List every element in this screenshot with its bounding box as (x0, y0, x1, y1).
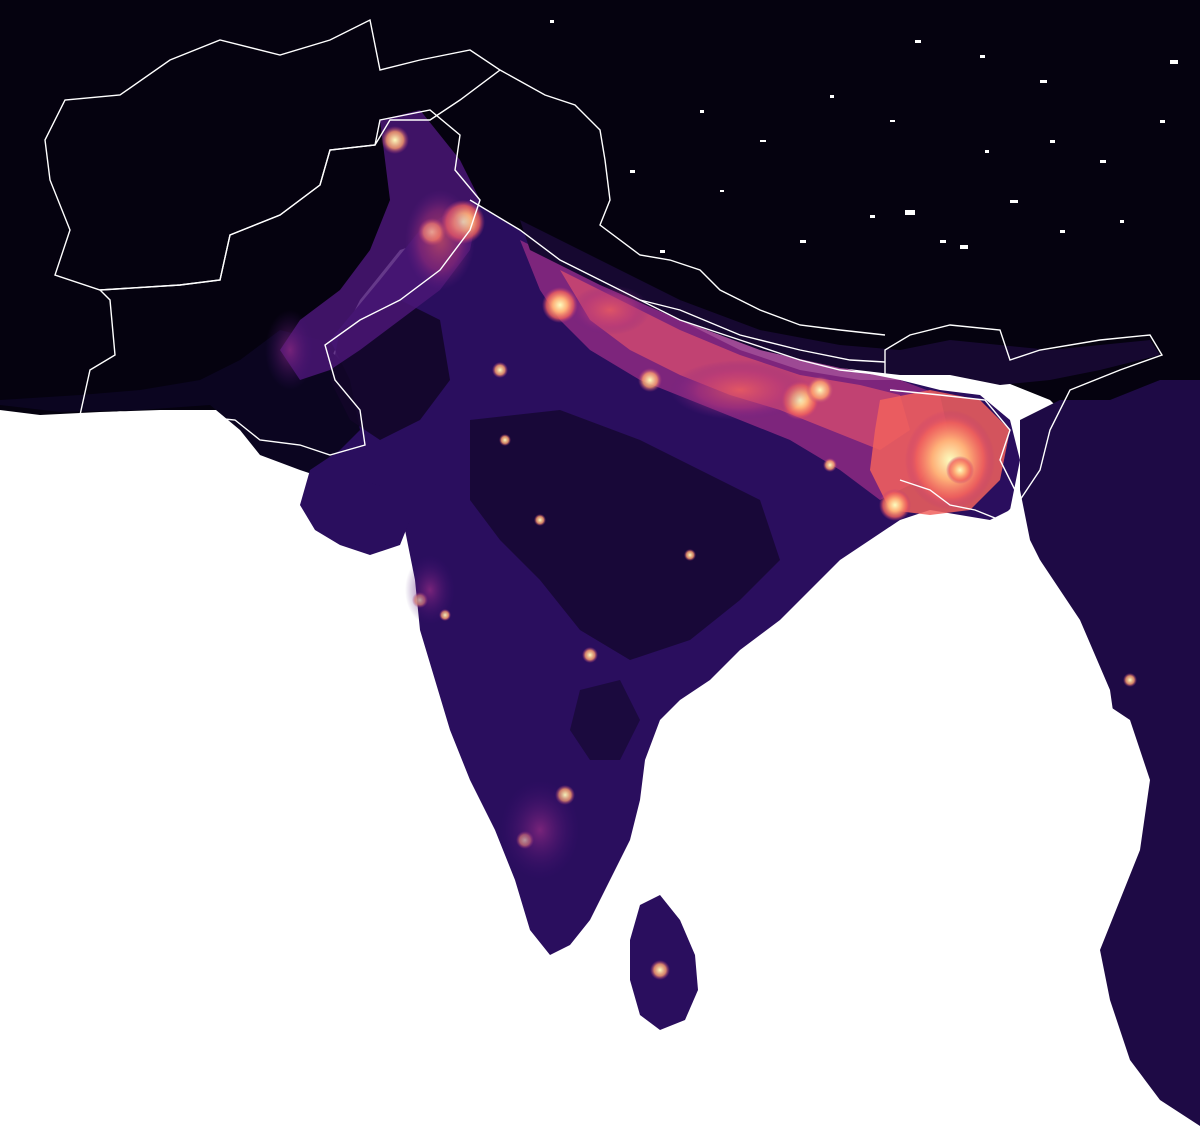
tibet-border (499, 69, 886, 336)
country-borders (44, 18, 1164, 521)
nepal-border (639, 299, 886, 363)
myanmar-sea-cut (1030, 560, 1140, 1126)
regional-density-blooms (265, 190, 810, 880)
bangladesh-border (889, 389, 1021, 521)
bengal-core (905, 410, 995, 510)
tibet-speckles (550, 20, 1178, 253)
myanmar-landmass (1020, 380, 1200, 1126)
ghats-dark (570, 680, 640, 760)
central-plateau-dark (470, 410, 780, 660)
indus-valley (280, 110, 480, 380)
india-north-border (469, 199, 1164, 501)
gujarat-peninsula (300, 480, 410, 555)
pakistan-border (79, 109, 481, 456)
